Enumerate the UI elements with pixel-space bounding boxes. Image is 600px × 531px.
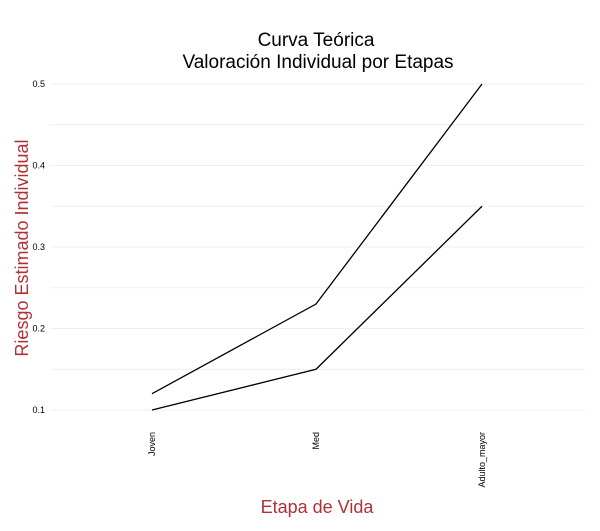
x-tick-label: Joven bbox=[147, 432, 157, 456]
x-axis-ticks: Joven Med Adulto_mayor bbox=[147, 432, 487, 488]
chart-subtitle: Valoración Individual por Etapas bbox=[182, 52, 453, 73]
y-tick-label: 0.1 bbox=[32, 405, 45, 415]
chart-title: Curva Teórica bbox=[258, 30, 375, 51]
x-axis-label: Etapa de Vida bbox=[261, 497, 375, 517]
y-tick-label: 0.3 bbox=[32, 242, 45, 252]
series-line-2 bbox=[151, 205, 483, 411]
series-lines bbox=[151, 83, 483, 411]
x-tick-label: Adulto_mayor bbox=[477, 432, 487, 488]
y-tick-label: 0.2 bbox=[32, 324, 45, 334]
y-tick-label: 0.5 bbox=[32, 79, 45, 89]
y-axis-ticks: 0.1 0.2 0.3 0.4 0.5 bbox=[32, 79, 45, 415]
y-axis-label: Riesgo Estimado Individual bbox=[12, 139, 32, 356]
x-tick-label: Med bbox=[311, 432, 321, 450]
series-line-1 bbox=[151, 83, 483, 395]
y-tick-label: 0.4 bbox=[32, 161, 45, 171]
gridlines bbox=[50, 83, 585, 411]
